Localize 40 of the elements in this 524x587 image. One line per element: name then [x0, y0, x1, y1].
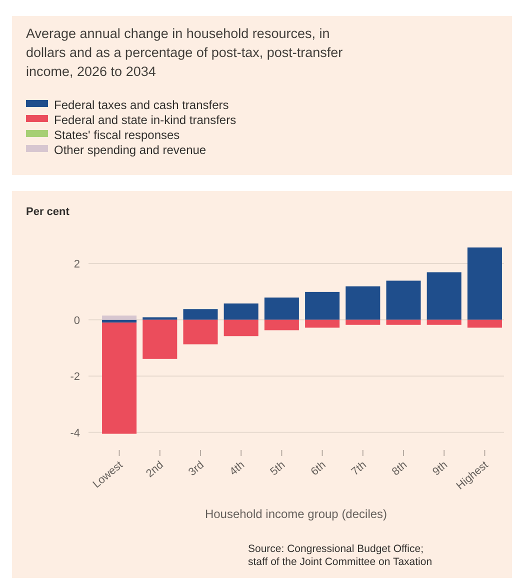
x-tick-label: 8th	[390, 459, 410, 478]
x-tick-label: 4th	[228, 459, 248, 478]
bar	[386, 280, 421, 320]
x-tick-label: 9th	[430, 459, 450, 478]
bar	[224, 303, 258, 320]
y-tick-label: 0	[74, 314, 80, 327]
bar	[142, 320, 178, 359]
bar	[305, 292, 340, 320]
x-tick-label: 5th	[268, 459, 288, 478]
bar	[102, 322, 137, 434]
source-note: Source: Congressional Budget Office; staff of the Joint Committee on Taxation	[248, 543, 432, 568]
bar	[224, 320, 258, 336]
bar	[467, 320, 502, 328]
x-axis-title: Household income group (deciles)	[204, 507, 388, 521]
y-tick-label: 2	[74, 258, 80, 271]
bar	[142, 317, 178, 320]
bar	[426, 320, 462, 325]
x-tick-label: 7th	[349, 459, 369, 478]
bar	[346, 286, 380, 320]
legend-label: States' fiscal responses	[54, 128, 180, 142]
x-tick-label: 3rd	[186, 459, 206, 479]
x-tick-label: 2nd	[144, 459, 166, 480]
bar	[426, 272, 462, 320]
chart-title: Average annual change in household resources, in dollars and as a percentage of post-tax, post-transfer income, 2026 to 2034	[26, 26, 344, 79]
bar	[102, 316, 137, 320]
bar	[264, 298, 299, 320]
y-tick-label: -2	[70, 371, 80, 384]
bar	[305, 320, 340, 328]
legend-label: Other spending and revenue	[54, 143, 206, 157]
x-tick-label: 6th	[308, 459, 328, 478]
bar	[346, 320, 380, 325]
bar	[183, 309, 218, 320]
bar	[264, 320, 299, 330]
y-axis-title: Per cent	[26, 206, 70, 218]
legend-label: Federal taxes and cash transfers	[54, 98, 229, 112]
bar	[386, 320, 421, 325]
legend-label: Federal and state in-kind transfers	[54, 113, 236, 127]
bar	[183, 320, 218, 344]
y-tick-label: -4	[70, 427, 80, 440]
bar	[467, 247, 502, 320]
